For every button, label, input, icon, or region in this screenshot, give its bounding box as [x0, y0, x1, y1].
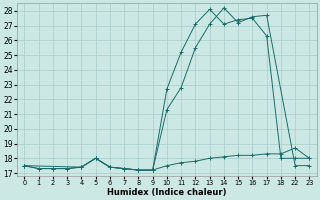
X-axis label: Humidex (Indice chaleur): Humidex (Indice chaleur) [107, 188, 227, 197]
